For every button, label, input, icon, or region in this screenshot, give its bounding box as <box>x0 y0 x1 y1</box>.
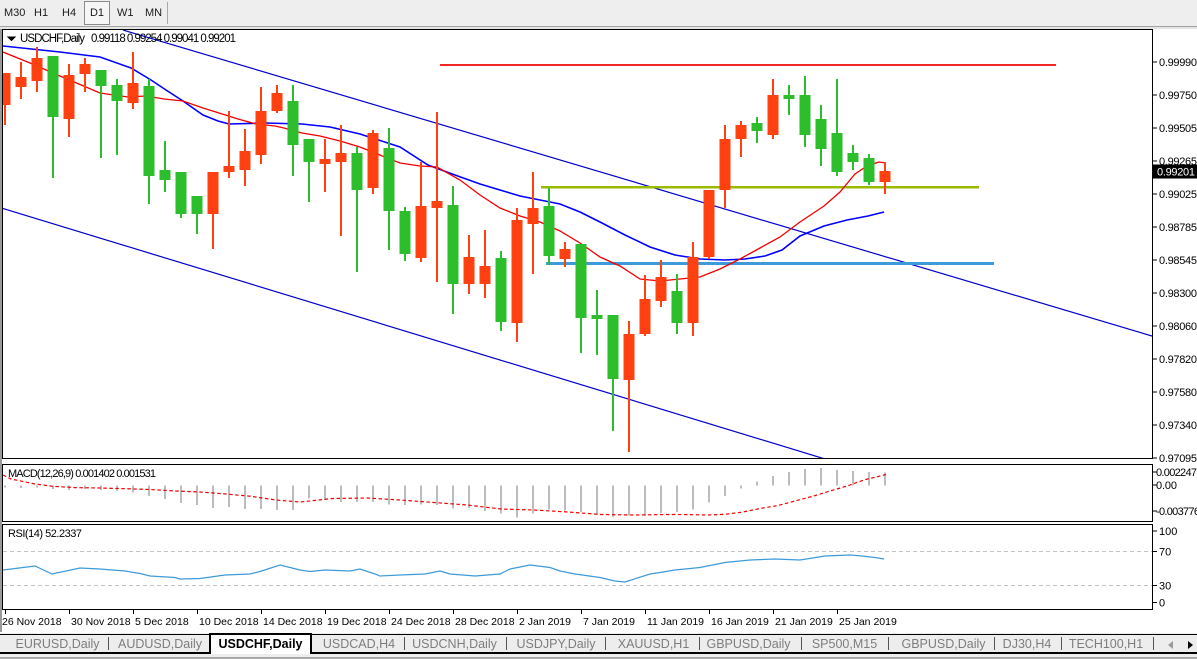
svg-text:70: 70 <box>1159 547 1171 559</box>
svg-text:0.98300: 0.98300 <box>1159 288 1197 300</box>
svg-text:2 Jan 2019: 2 Jan 2019 <box>519 616 571 628</box>
svg-text:10 Dec 2018: 10 Dec 2018 <box>199 616 259 628</box>
svg-text:7 Jan 2019: 7 Jan 2019 <box>583 616 635 628</box>
svg-text:0.99201: 0.99201 <box>1157 167 1195 179</box>
svg-text:0.97095: 0.97095 <box>1159 453 1197 465</box>
svg-text:0: 0 <box>1159 598 1165 610</box>
svg-text:0.99505: 0.99505 <box>1159 123 1197 135</box>
svg-text:14 Dec 2018: 14 Dec 2018 <box>263 616 323 628</box>
svg-text:28 Dec 2018: 28 Dec 2018 <box>455 616 515 628</box>
svg-text:30: 30 <box>1159 581 1171 593</box>
svg-text:RSI(14) 52.2337: RSI(14) 52.2337 <box>8 528 82 540</box>
svg-text:0.97820: 0.97820 <box>1159 354 1197 366</box>
svg-text:100: 100 <box>1159 526 1177 538</box>
svg-text:0.98545: 0.98545 <box>1159 255 1197 267</box>
svg-text:-0.003776: -0.003776 <box>1156 506 1197 518</box>
svg-text:MACD(12,26,9) 0.001402 0.00153: MACD(12,26,9) 0.001402 0.001531 <box>8 468 156 480</box>
svg-text:0.002247: 0.002247 <box>1156 467 1197 479</box>
svg-text:0.97340: 0.97340 <box>1159 420 1197 432</box>
svg-text:16 Jan 2019: 16 Jan 2019 <box>711 616 769 628</box>
svg-text:30 Nov 2018: 30 Nov 2018 <box>71 616 131 628</box>
svg-text:24 Dec 2018: 24 Dec 2018 <box>391 616 451 628</box>
svg-text:0.99118 0.99254 0.99041 0.9920: 0.99118 0.99254 0.99041 0.99201 <box>91 33 236 45</box>
svg-text:0.97580: 0.97580 <box>1159 387 1197 399</box>
svg-text:26 Nov 2018: 26 Nov 2018 <box>2 616 62 628</box>
svg-text:0.98060: 0.98060 <box>1159 321 1197 333</box>
svg-text:25 Jan 2019: 25 Jan 2019 <box>839 616 897 628</box>
svg-text:0.99990: 0.99990 <box>1159 57 1197 69</box>
svg-text:0.99025: 0.99025 <box>1159 189 1197 201</box>
svg-text:19 Dec 2018: 19 Dec 2018 <box>327 616 387 628</box>
svg-text:USDCHF,Daily: USDCHF,Daily <box>20 33 85 45</box>
svg-text:11 Jan 2019: 11 Jan 2019 <box>647 616 704 628</box>
svg-text:21 Jan 2019: 21 Jan 2019 <box>775 616 833 628</box>
svg-text:0.00: 0.00 <box>1156 480 1177 492</box>
svg-text:0.99750: 0.99750 <box>1159 90 1197 102</box>
svg-text:5 Dec 2018: 5 Dec 2018 <box>135 616 189 628</box>
svg-text:0.98785: 0.98785 <box>1159 222 1197 234</box>
